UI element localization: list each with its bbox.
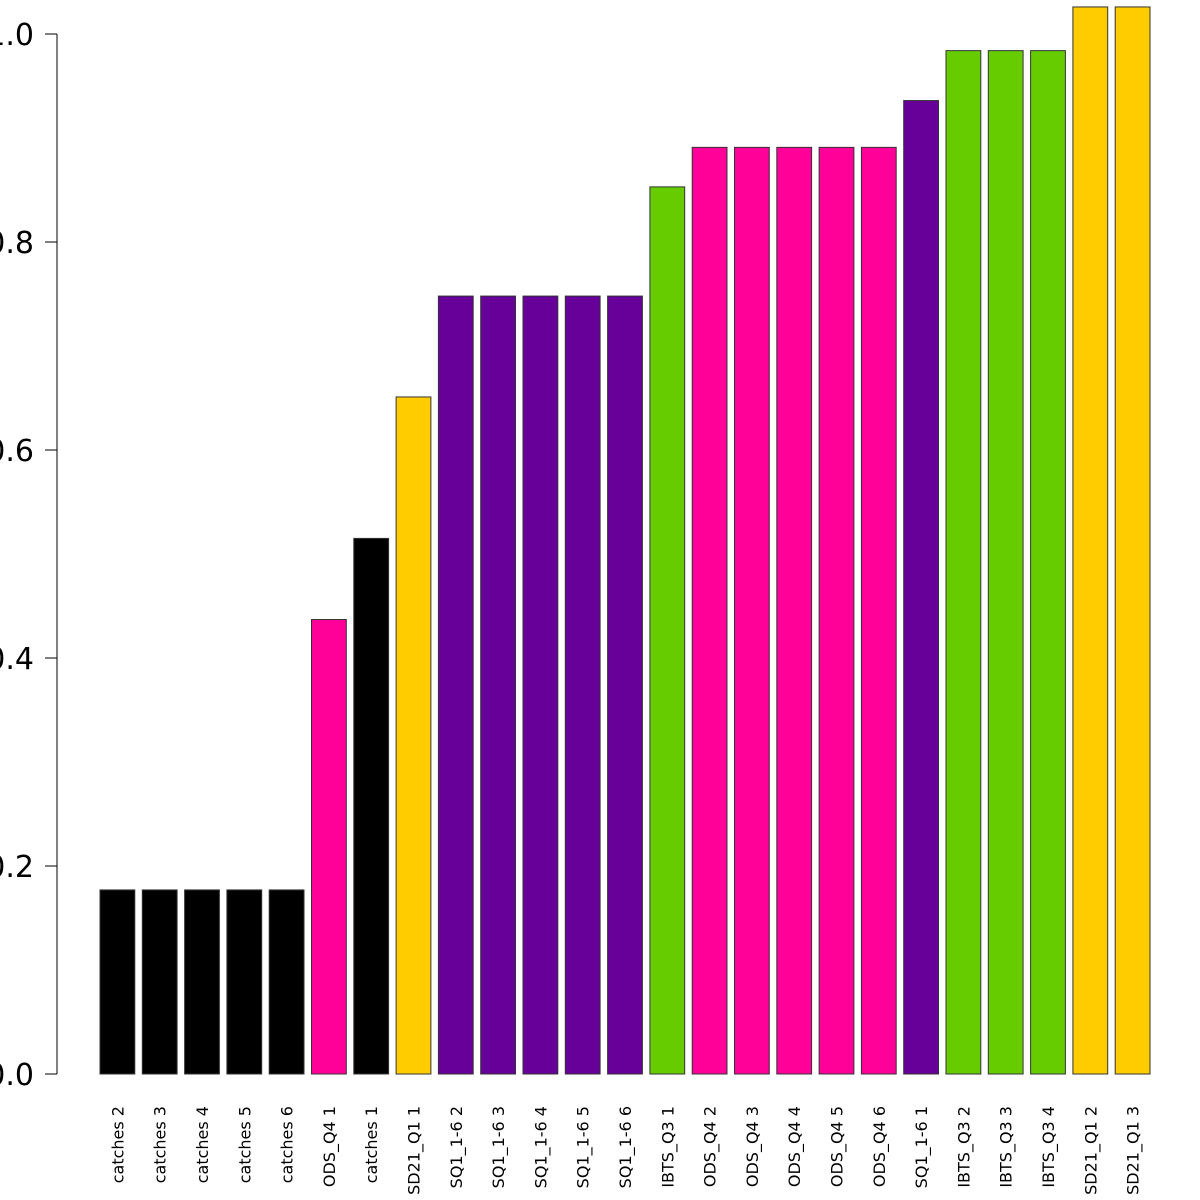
- x-tick-label: catches 1: [362, 1106, 381, 1183]
- x-tick-label: SD21_Q1 1: [405, 1106, 425, 1195]
- bar: [311, 619, 347, 1075]
- bar: [860, 146, 897, 1075]
- x-tick-label: SQ1_1-6 1: [912, 1106, 932, 1188]
- x-tick-label: ODS_Q4 6: [870, 1106, 890, 1187]
- bar: [522, 295, 559, 1075]
- bar: [480, 295, 517, 1075]
- y-tick-label: 0.2: [0, 850, 34, 885]
- bar: [987, 50, 1024, 1075]
- bar: [776, 146, 813, 1075]
- bar: [945, 50, 982, 1075]
- x-tick-label: SQ1_1-6 6: [616, 1106, 636, 1188]
- bar: [903, 100, 940, 1075]
- bars: [99, 6, 1151, 1075]
- bar: [353, 537, 390, 1075]
- x-tick-label: catches 5: [235, 1106, 254, 1183]
- x-tick-label: ODS_Q4 1: [320, 1106, 340, 1187]
- bar: [691, 146, 728, 1075]
- x-tick-label: ODS_Q4 3: [743, 1106, 763, 1187]
- x-tick-label: ODS_Q4 5: [828, 1106, 848, 1187]
- x-tick-label: catches 6: [278, 1106, 297, 1183]
- bar: [607, 295, 643, 1075]
- y-tick-label: 0.6: [0, 434, 34, 469]
- x-tick-label: IBTS_Q3 1: [658, 1106, 678, 1188]
- bar: [184, 889, 220, 1075]
- y-axis: 0.0 0.2 0.4 0.6 0.8 1.0: [0, 18, 58, 1093]
- x-tick-label: SQ1_1-6 4: [531, 1106, 551, 1188]
- x-tick-label: catches 4: [193, 1106, 212, 1183]
- y-tick-label: 1.0: [0, 18, 34, 53]
- x-tick-label: ODS_Q4 2: [701, 1106, 721, 1187]
- bar: [226, 889, 263, 1075]
- x-axis-labels: catches 2 catches 3 catches 4 catches 5 catc…: [108, 1106, 1143, 1195]
- bar: [1030, 50, 1066, 1075]
- x-tick-label: catches 3: [151, 1106, 170, 1183]
- bar: [818, 146, 855, 1075]
- y-tick-label: 0.8: [0, 226, 34, 261]
- x-tick-label: SD21_Q1 2: [1081, 1106, 1101, 1195]
- x-tick-label: SQ1_1-6 3: [489, 1106, 509, 1188]
- bar: [1114, 6, 1151, 1075]
- bar: [734, 146, 770, 1075]
- x-tick-label: SQ1_1-6 5: [574, 1106, 594, 1188]
- bar: [1072, 6, 1109, 1075]
- y-tick-label: 0.4: [0, 642, 34, 677]
- y-tick-label: 0.0: [0, 1058, 34, 1093]
- bar: [141, 889, 178, 1075]
- x-tick-label: IBTS_Q3 4: [1039, 1106, 1059, 1188]
- bar: [649, 186, 686, 1075]
- x-tick-label: ODS_Q4 4: [785, 1106, 805, 1187]
- x-tick-label: IBTS_Q3 2: [954, 1106, 974, 1188]
- bar: [437, 295, 474, 1075]
- bar: [268, 889, 305, 1075]
- bar: [395, 396, 432, 1075]
- bar: [99, 889, 136, 1075]
- x-tick-label: SQ1_1-6 2: [447, 1106, 467, 1188]
- x-tick-label: IBTS_Q3 3: [997, 1106, 1017, 1188]
- x-tick-label: SD21_Q1 3: [1124, 1106, 1144, 1195]
- x-tick-label: catches 2: [108, 1106, 127, 1183]
- bar: [564, 295, 601, 1075]
